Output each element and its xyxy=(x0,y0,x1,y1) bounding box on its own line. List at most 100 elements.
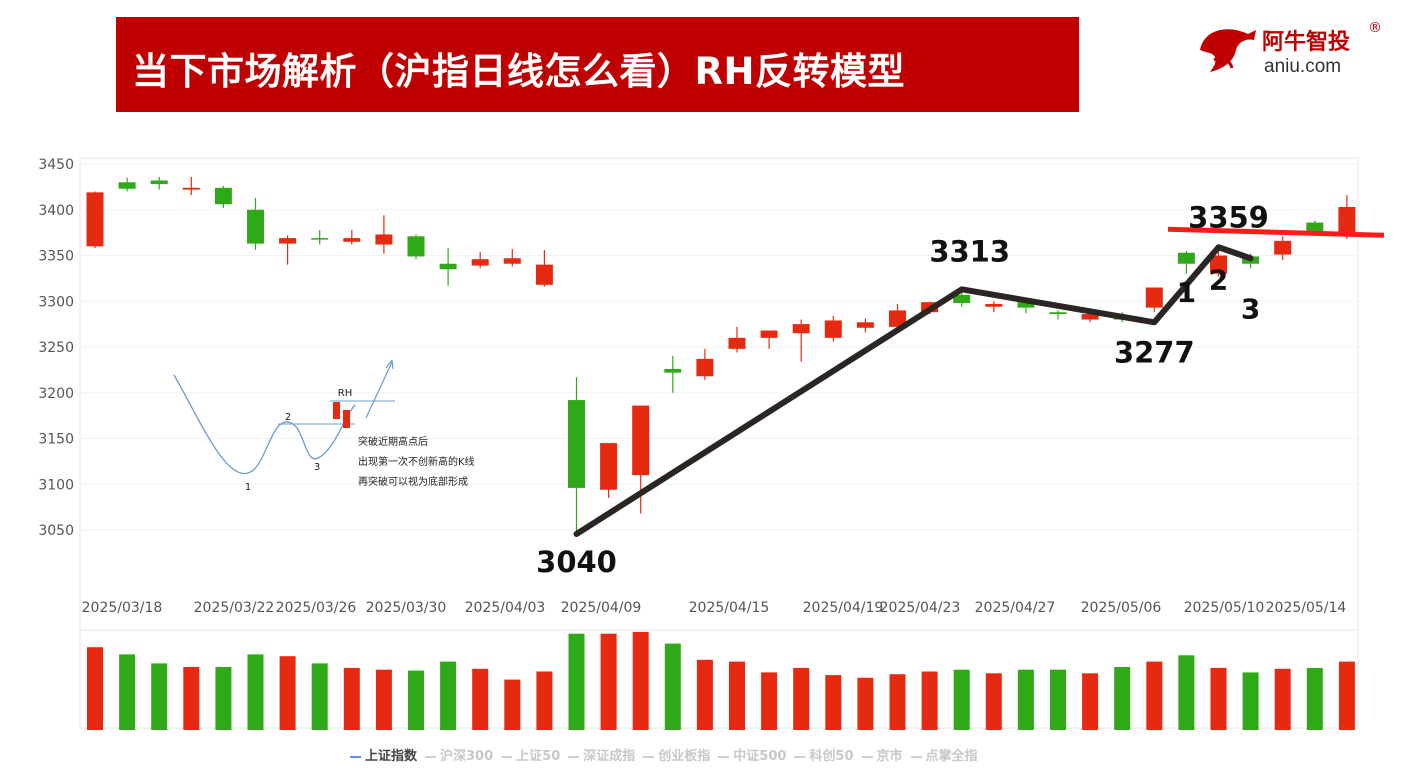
x-tick-label: 2025/03/26 xyxy=(276,600,357,616)
legend-dash-icon xyxy=(718,755,730,758)
legend-dash-icon xyxy=(643,755,655,758)
chart-legend: 上证指数 沪深300 上证50 深证成指 创业板指 中证500 科创50 京市 点掌全指 xyxy=(350,745,986,765)
volume-bar xyxy=(1274,668,1291,730)
y-tick-label: 3300 xyxy=(38,294,74,310)
inset-label: 3 xyxy=(314,462,320,473)
logo-domain: aniu.com xyxy=(1264,56,1342,77)
x-tick-label: 2025/04/09 xyxy=(561,600,642,616)
y-tick-label: 3400 xyxy=(38,203,74,219)
volume-bar xyxy=(921,671,938,730)
y-tick-label: 3150 xyxy=(38,432,74,448)
legend-dash-icon xyxy=(794,755,806,758)
legend-label: 沪深300 xyxy=(440,749,494,764)
volume-bar xyxy=(1242,672,1259,730)
volume-bar xyxy=(536,671,553,730)
candle-body xyxy=(568,400,585,488)
legend-item[interactable]: 点掌全指 xyxy=(910,749,978,764)
plot-frame xyxy=(79,157,1359,729)
x-tick-label: 2025/04/19 xyxy=(803,600,884,616)
candle-body xyxy=(503,258,521,264)
volume-bar xyxy=(632,631,649,730)
volume-bar xyxy=(985,673,1002,730)
candle-body xyxy=(150,180,168,185)
candle-body xyxy=(247,209,264,244)
legend-item[interactable]: 上证指数 xyxy=(350,749,417,764)
volume-bar xyxy=(889,674,906,730)
volume-bar xyxy=(311,663,328,730)
legend-dash-icon xyxy=(350,755,361,758)
volume-bar xyxy=(1178,655,1195,730)
candle-body xyxy=(1177,252,1195,264)
candle-body xyxy=(728,337,746,349)
candle-body xyxy=(760,330,778,338)
x-tick-label: 2025/04/15 xyxy=(689,600,770,616)
registered-mark: ® xyxy=(1368,20,1382,36)
volume-bar xyxy=(664,643,681,730)
x-tick-label: 2025/05/14 xyxy=(1266,600,1347,616)
candle-body xyxy=(279,238,297,244)
legend-dash-icon xyxy=(425,755,437,758)
volume-bar xyxy=(504,679,521,730)
inset-text-line: 再突破可以视为底部形成 xyxy=(358,475,468,488)
candle-body xyxy=(86,192,104,247)
volume-bar xyxy=(247,654,264,730)
candle-body xyxy=(375,234,393,245)
legend-dash-icon xyxy=(568,755,580,758)
x-tick-label: 2025/03/22 xyxy=(194,600,275,616)
candle-body xyxy=(664,368,682,373)
candle-body xyxy=(535,264,553,285)
y-tick-label: 3450 xyxy=(38,157,74,173)
legend-item[interactable]: 京市 xyxy=(861,749,903,764)
point-annotation: 3277 xyxy=(1114,335,1195,369)
inset-text-line: 出现第一次不创新高的K线 xyxy=(358,455,475,468)
legend-label: 创业板指 xyxy=(658,749,711,764)
volume-bar xyxy=(1082,673,1099,730)
volume-bar xyxy=(1050,669,1066,730)
legend-label: 京市 xyxy=(876,749,903,764)
resistance-line xyxy=(1167,226,1385,238)
volume-bar xyxy=(472,668,489,730)
volume-bar xyxy=(183,667,200,730)
y-tick-label: 3200 xyxy=(38,386,74,402)
candle-body xyxy=(792,324,810,334)
legend-item[interactable]: 科创50 xyxy=(794,749,854,764)
volume-bar xyxy=(729,661,745,730)
volume-bar xyxy=(568,633,585,730)
volume-bar xyxy=(279,656,296,730)
legend-item[interactable]: 创业板指 xyxy=(643,749,710,764)
volume-bar xyxy=(1338,661,1355,730)
legend-item[interactable]: 中证500 xyxy=(718,749,786,764)
volume-bar xyxy=(87,647,103,730)
x-tick-label: 2025/04/03 xyxy=(465,600,546,616)
inset-label: RH xyxy=(338,388,352,399)
x-tick-label: 2025/05/06 xyxy=(1081,600,1162,616)
volume-bar xyxy=(600,633,617,730)
volume-bar xyxy=(761,672,778,730)
point-annotation: 2 xyxy=(1209,264,1228,297)
volume-bar xyxy=(343,667,360,730)
candle-body xyxy=(632,405,650,476)
point-annotation: 3040 xyxy=(536,545,617,579)
legend-item[interactable]: 上证50 xyxy=(501,749,560,764)
legend-item[interactable]: 沪深300 xyxy=(425,749,493,764)
volume-bar xyxy=(953,669,970,730)
volume-bar xyxy=(1017,669,1034,730)
inset-curve xyxy=(173,374,356,475)
point-annotation: 3 xyxy=(1241,292,1260,325)
point-annotation: 3359 xyxy=(1188,200,1269,234)
point-annotation: 3313 xyxy=(929,234,1010,268)
inset-arrow xyxy=(365,361,393,419)
legend-label: 点掌全指 xyxy=(925,749,978,764)
candle-body xyxy=(118,182,136,189)
x-tick-label: 2025/03/18 xyxy=(82,600,163,616)
legend-item[interactable]: 深证成指 xyxy=(568,749,635,764)
inset-label: 1 xyxy=(245,482,251,493)
inset-arrow-head xyxy=(385,359,394,370)
bull-logo-icon xyxy=(1200,29,1256,73)
volume-bar xyxy=(408,670,424,730)
candle-body xyxy=(889,310,906,327)
legend-label: 深证成指 xyxy=(583,749,636,764)
volume-bar xyxy=(825,675,842,730)
legend-dash-icon xyxy=(861,755,873,758)
